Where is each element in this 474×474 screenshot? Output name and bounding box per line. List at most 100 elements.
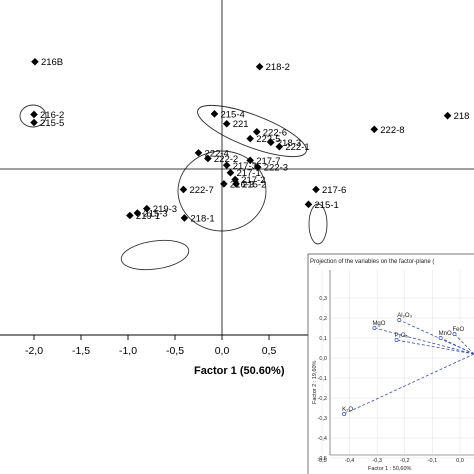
data-point-marker: [30, 118, 38, 127]
inset-x-tick-label: -0,4: [345, 458, 354, 464]
inset-y-axis-title: Factor 2 : 19,60%: [312, 360, 318, 404]
data-point-label: 216B: [41, 57, 63, 68]
data-point-marker: [226, 168, 235, 177]
data-point-label: 222-1: [285, 142, 309, 153]
cluster-ellipse: [197, 104, 307, 158]
data-point-label: 217-3: [233, 161, 257, 172]
data-point-marker: [30, 110, 38, 119]
data-point-label: 222-3: [264, 163, 288, 174]
data-point-marker: [312, 185, 320, 194]
data-point-label: 216-2: [40, 110, 64, 121]
data-point-marker: [126, 211, 134, 220]
data-point-marker: [180, 214, 189, 222]
x-tick-label: 0,0: [215, 345, 230, 357]
inset-variable-label: FeO: [452, 327, 464, 333]
data-point-marker: [252, 128, 261, 136]
inset-x-tick-label: -0,5: [317, 458, 326, 464]
x-tick-label: -1,5: [72, 345, 90, 357]
data-point-marker: [179, 185, 188, 194]
data-point-label: 215-3: [143, 209, 167, 220]
data-point-marker: [246, 134, 254, 143]
inset-y-tick-label: -0,2: [318, 396, 327, 402]
inset-variable-label: MnO: [439, 331, 452, 337]
data-point-marker: [210, 110, 219, 118]
data-point-marker: [267, 138, 275, 147]
inset-loading-vector: [440, 337, 474, 355]
data-point-label: 221: [233, 119, 249, 130]
inset-title: Projection of the variables on the facto…: [310, 259, 434, 265]
x-axis-title: Factor 1 (50.60%): [194, 365, 285, 377]
x-tick-label: 0,5: [262, 345, 277, 357]
data-point-label: 215-4: [220, 109, 244, 120]
inset-x-tick-label: -0,1: [428, 458, 437, 464]
cluster-ellipse: [120, 239, 190, 271]
data-point-marker: [275, 142, 284, 151]
inset-variable-label: MgO: [372, 321, 385, 327]
data-point-label: 217-6: [322, 185, 346, 196]
data-point-marker: [143, 204, 151, 213]
inset-x-tick-label: -0,3: [372, 458, 381, 464]
data-point-marker: [222, 161, 231, 170]
data-point-label: 222-8: [380, 125, 404, 136]
inset-variable-point: [397, 318, 402, 322]
inset-loading-vector: [374, 327, 474, 355]
inset-loading-vector: [399, 319, 474, 355]
data-point-marker: [31, 57, 39, 66]
data-point-label: 222-5: [256, 134, 280, 145]
data-point-marker: [253, 163, 262, 171]
data-point-label: 222-2: [214, 154, 238, 165]
data-point-marker: [370, 125, 379, 134]
inset-y-tick-label: 0,1: [319, 336, 327, 342]
inset-variable-point: [438, 336, 443, 340]
data-point-marker: [246, 156, 254, 165]
data-point-label: 216-3: [230, 179, 254, 190]
data-point-label: 218: [454, 111, 470, 122]
inset-variable-point: [372, 326, 377, 330]
inset-x-axis-title: Factor 1 : 50,60%: [368, 466, 412, 472]
data-point-marker: [133, 209, 142, 217]
data-point-marker: [443, 111, 452, 120]
data-point-label: 222-7: [189, 185, 213, 196]
data-point-label: 218-3: [277, 138, 301, 149]
data-point-label: 218-1: [190, 213, 214, 224]
cluster-ellipse: [19, 104, 47, 128]
inset-frame: [307, 253, 474, 474]
data-point-label: 215-1: [314, 200, 338, 211]
data-point-label: 215-2: [242, 179, 266, 190]
data-point-label: 219-3: [153, 204, 177, 215]
inset-variable-label: Al₂O₃: [397, 313, 412, 319]
x-tick-label: -1,0: [119, 345, 137, 357]
data-point-label: 222-6: [263, 127, 287, 138]
inset-variable-point: [342, 412, 347, 416]
data-point-label: 217-2: [241, 175, 265, 186]
data-point-marker: [232, 180, 240, 188]
data-point-marker: [194, 149, 203, 157]
variables-inset: Projection of the variables on the facto…: [307, 253, 474, 474]
data-point-label: 218-2: [266, 62, 290, 73]
x-tick-label: -2,0: [25, 345, 43, 357]
inset-y-tick-label: -0,5: [318, 456, 327, 462]
data-point-label: 215-5: [40, 118, 64, 129]
x-tick-label: -0,5: [166, 345, 184, 357]
data-point-label: 217-1: [236, 168, 260, 179]
data-point-marker: [222, 119, 231, 128]
inset-loading-vector: [396, 339, 474, 355]
inset-x-tick-label: 0,0: [456, 458, 464, 464]
inset-y-tick-label: -0,4: [318, 436, 327, 442]
data-point-label: 222-4: [205, 148, 229, 159]
data-point-marker: [204, 154, 212, 163]
group-ellipses: [19, 104, 328, 271]
inset-variable-point: [452, 332, 457, 336]
inset-y-tick-label: 0,3: [319, 296, 327, 302]
inset-y-tick-label: -0,1: [318, 376, 327, 382]
inset-variable-label: K₂O: [342, 407, 353, 413]
inset-x-tick-label: -0,2: [400, 458, 409, 464]
inset-variable-point: [394, 338, 399, 342]
inset-loading-vector: [343, 353, 474, 415]
data-point-label: 217-7: [256, 156, 280, 167]
cluster-ellipse: [308, 203, 328, 245]
data-point-marker: [304, 200, 313, 209]
data-point-marker: [220, 180, 228, 188]
inset-y-tick-label: -0,3: [318, 416, 327, 422]
